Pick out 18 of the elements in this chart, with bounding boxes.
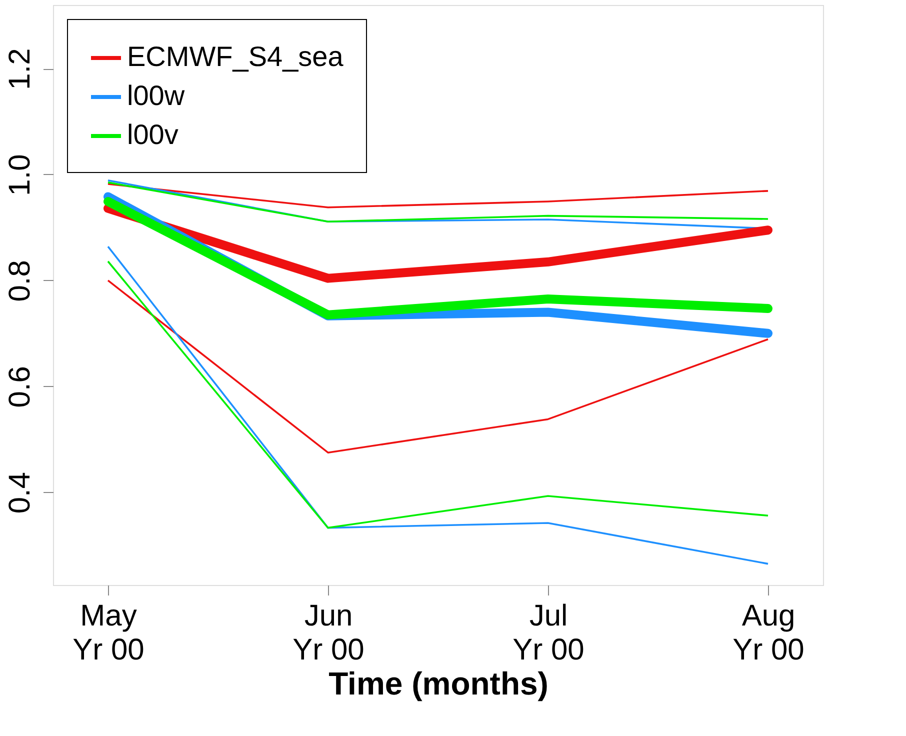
line-series — [107, 280, 769, 454]
y-tick-label: 1.0 — [4, 154, 36, 196]
legend-label: l00w — [127, 80, 186, 111]
y-tick-label: 0.6 — [4, 366, 36, 408]
x-tick-label: Jul Yr 00 — [512, 600, 584, 666]
y-tick-label: 1.2 — [4, 48, 36, 90]
legend-label: ECMWF_S4_sea — [127, 41, 344, 72]
line-series — [107, 182, 769, 223]
x-axis-title: Time (months) — [328, 666, 548, 702]
x-tick-label: May Yr 00 — [72, 600, 144, 666]
line-series — [107, 246, 769, 565]
line-series — [107, 183, 769, 208]
legend-label: l00v — [127, 119, 178, 150]
line-series — [107, 260, 769, 529]
x-tick-label: Aug Yr 00 — [732, 600, 804, 666]
x-tick-label: Jun Yr 00 — [292, 600, 364, 666]
y-tick-label: 0.4 — [4, 472, 36, 514]
y-tick-label: 0.8 — [4, 260, 36, 302]
